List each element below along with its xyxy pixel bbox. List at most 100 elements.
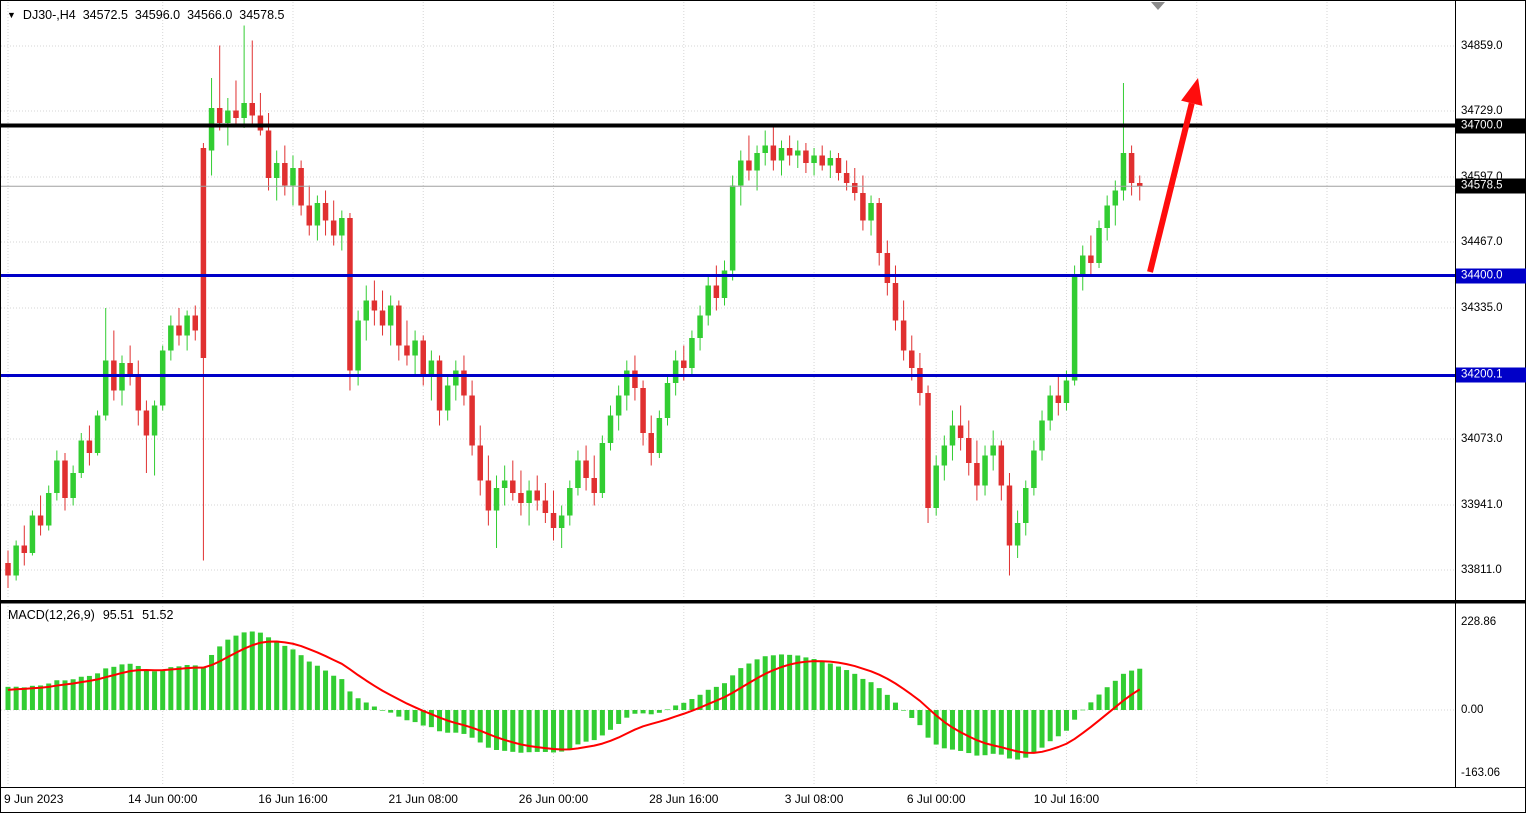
candle-body <box>216 108 223 123</box>
macd-bar <box>534 710 540 752</box>
macd-bar <box>62 680 68 710</box>
macd-bar <box>111 666 117 710</box>
macd-bar <box>160 669 166 710</box>
macd-bar <box>852 673 858 710</box>
candle-body <box>884 253 891 283</box>
candle-body <box>151 405 158 436</box>
price-label: 33811.0 <box>1461 564 1502 576</box>
candle-body <box>957 425 964 438</box>
candle-body <box>974 463 980 486</box>
candle-body <box>290 168 296 186</box>
candle-body <box>656 418 663 453</box>
candle-body <box>225 110 231 123</box>
candle-body <box>265 130 272 178</box>
candle-body <box>998 445 1005 486</box>
candle-body <box>550 513 557 528</box>
macd-bar <box>46 683 52 710</box>
time-scale[interactable]: 9 Jun 2023 14 Jun 00:00 16 Jun 16:00 21 Jun… <box>0 789 1456 813</box>
macd-bar <box>770 655 776 710</box>
candle-body <box>21 545 28 553</box>
candle-body <box>1079 255 1086 276</box>
macd-bar <box>192 665 198 710</box>
macd-bar <box>502 710 508 751</box>
macd-bar <box>1112 680 1118 710</box>
macd-scale-label: -163.06 <box>1461 766 1501 779</box>
candle-body <box>29 515 36 553</box>
candle-body <box>705 285 711 316</box>
macd-bar <box>282 645 288 710</box>
macd-bar <box>200 667 206 710</box>
candle-body <box>892 283 899 321</box>
macd-bar <box>583 710 589 742</box>
macd-bar <box>632 710 638 714</box>
macd-bar <box>933 710 939 745</box>
macd-bar <box>13 686 19 710</box>
time-label: 28 Jun 16:00 <box>649 792 719 806</box>
price-scale[interactable]: 34859.0 34729.0 34597.0 34467.0 34335.0 34073… <box>1456 0 1526 813</box>
candle-body <box>461 370 467 396</box>
symbol-dropdown-icon[interactable]: ▼ <box>7 9 16 20</box>
candle-body <box>45 493 52 526</box>
macd-bar <box>21 687 27 710</box>
candle-body <box>925 393 931 508</box>
candle-body <box>762 145 768 153</box>
macd-bar <box>819 661 825 710</box>
price-label: 33941.0 <box>1461 499 1503 511</box>
trend-arrow[interactable] <box>1147 78 1203 273</box>
macd-signal-value: 51.52 <box>142 608 174 622</box>
macd-bar <box>559 710 565 752</box>
candle-body <box>518 493 524 503</box>
candle-body <box>607 415 614 443</box>
candle-body <box>689 338 695 368</box>
macd-bar <box>290 649 296 710</box>
macd-bar <box>184 665 190 710</box>
macd-bar <box>909 710 915 718</box>
macd-bar <box>998 710 1004 755</box>
time-label: 26 Jun 00:00 <box>518 792 589 806</box>
chart-shift-marker-icon[interactable] <box>1151 2 1165 10</box>
macd-bar <box>38 685 44 710</box>
candle-body <box>159 350 166 406</box>
candle-body <box>1006 485 1013 546</box>
macd-value: 95.51 <box>102 608 135 622</box>
macd-histogram <box>5 631 1143 760</box>
macd-bar <box>86 675 92 710</box>
candle-body <box>200 148 207 358</box>
macd-bar <box>738 668 744 710</box>
macd-bar <box>428 710 434 728</box>
macd-bar <box>314 665 320 710</box>
macd-bar <box>347 691 353 710</box>
candle-body <box>363 300 369 321</box>
candle-body <box>868 203 874 221</box>
macd-bar <box>331 675 337 710</box>
candle-body <box>176 325 182 336</box>
macd-bar <box>591 710 597 741</box>
candle-body <box>330 220 337 236</box>
candle-body <box>721 270 728 298</box>
ohlc-high: 34596.0 <box>134 8 181 22</box>
candle-body <box>404 345 410 356</box>
candle-body <box>1014 523 1021 546</box>
macd-scale-label: 0.00 <box>1461 704 1484 716</box>
macd-bar <box>1104 687 1110 710</box>
macd-bar <box>135 665 141 710</box>
macd-bar <box>884 694 890 710</box>
macd-bar <box>608 710 614 730</box>
macd-bar <box>949 710 955 750</box>
horizontal-line-objects[interactable] <box>1 123 1455 377</box>
candle-body <box>510 480 516 493</box>
candle-body <box>86 440 93 453</box>
candle-body <box>729 185 736 271</box>
candle-body <box>396 305 402 346</box>
candle-body <box>632 370 638 388</box>
candle-body <box>493 488 500 511</box>
candle-body <box>420 340 426 376</box>
macd-bar <box>404 710 410 721</box>
candle-body <box>819 155 825 166</box>
candle-body <box>1104 205 1110 228</box>
gridlines <box>1 2 1454 785</box>
candle-body <box>1023 488 1029 523</box>
candle-body <box>184 315 190 336</box>
macd-bar <box>217 646 223 710</box>
candle-body <box>591 478 597 493</box>
